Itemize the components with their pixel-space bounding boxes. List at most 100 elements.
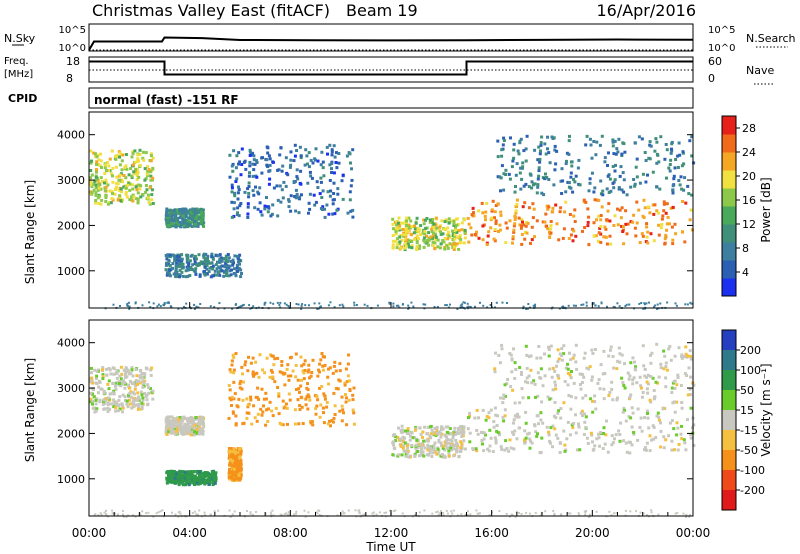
echo-cell <box>187 209 191 213</box>
echo-cell <box>653 203 657 207</box>
echo-cell <box>174 472 178 476</box>
echo-cell <box>232 454 236 458</box>
echo-cell <box>151 156 155 160</box>
echo-cell <box>242 380 245 384</box>
echo-cell <box>190 472 194 476</box>
echo-cell <box>169 429 173 433</box>
echo-cell <box>564 200 568 204</box>
echo-cell <box>554 203 558 207</box>
echo-cell <box>238 262 241 266</box>
echo-cell <box>617 346 621 350</box>
echo-cell <box>547 354 551 358</box>
echo-cell <box>151 176 155 180</box>
echo-cell <box>197 417 201 421</box>
echo-cell <box>120 372 124 376</box>
echo-cell <box>293 154 297 158</box>
echo-cell <box>663 354 667 358</box>
ground-scatter-cell <box>157 511 160 514</box>
echo-cell <box>169 477 173 481</box>
echo-cell <box>504 221 508 225</box>
echo-cell <box>164 268 168 272</box>
echo-cell <box>400 430 403 434</box>
ground-scatter-cell <box>293 513 296 516</box>
echo-cell <box>216 254 220 258</box>
echo-cell <box>541 421 545 425</box>
echo-cell <box>655 185 659 189</box>
echo-cell <box>618 360 622 364</box>
echo-cell <box>592 190 596 194</box>
echo-cell <box>536 158 540 162</box>
echo-cell <box>260 171 264 175</box>
echo-cell <box>122 381 126 385</box>
echo-cell <box>634 365 637 369</box>
x-tick-label: 12:00 <box>374 526 409 540</box>
echo-cell <box>583 226 587 229</box>
echo-cell <box>92 188 96 192</box>
echo-cell <box>129 390 133 394</box>
echo-cell <box>494 438 498 442</box>
ground-scatter-cell <box>534 511 537 514</box>
echo-cell <box>186 211 190 215</box>
ground-scatter-cell <box>295 510 298 513</box>
y-tick-label: 1000 <box>57 473 85 486</box>
echo-cell <box>210 252 214 256</box>
echo-cell <box>579 387 583 391</box>
echo-cell <box>459 237 463 241</box>
echo-cell <box>599 363 603 367</box>
y-tick-label: 1000 <box>57 265 85 278</box>
echo-cell <box>571 190 575 194</box>
echo-cell <box>207 270 211 273</box>
echo-cell <box>533 424 537 428</box>
echo-cell <box>328 163 332 167</box>
ground-scatter-cell <box>644 303 646 306</box>
echo-cell <box>248 164 252 168</box>
echo-cell <box>680 355 684 358</box>
echo-cell <box>574 431 578 435</box>
echo-cell <box>457 428 461 432</box>
echo-cell <box>611 398 615 402</box>
echo-cell <box>466 427 470 431</box>
ground-scatter-cell <box>528 512 531 515</box>
echo-cell <box>645 375 649 379</box>
echo-cell <box>516 149 520 153</box>
echo-cell <box>439 454 443 458</box>
echo-cell <box>391 222 395 226</box>
echo-cell <box>229 370 233 374</box>
echo-cell <box>351 408 355 412</box>
echo-cell <box>215 273 218 277</box>
ground-scatter-cell <box>295 512 298 515</box>
echo-cell <box>502 393 506 397</box>
echo-cell <box>511 235 515 239</box>
ground-scatter-cell <box>304 304 307 307</box>
echo-cell <box>199 213 203 217</box>
echo-cell <box>515 205 519 209</box>
echo-cell <box>322 411 325 415</box>
echo-cell <box>524 147 528 151</box>
echo-cell <box>183 417 187 420</box>
echo-cell <box>431 244 435 247</box>
echo-cell <box>531 216 535 220</box>
echo-cell <box>298 181 302 185</box>
echo-cell <box>541 220 545 224</box>
echo-cell <box>259 210 263 214</box>
ground-scatter-cell <box>100 513 103 516</box>
echo-cell <box>165 424 168 428</box>
echo-cell <box>203 265 207 269</box>
echo-cell <box>512 142 516 146</box>
echo-cell <box>545 204 549 208</box>
echo-cell <box>281 196 285 200</box>
echo-cell <box>302 362 306 366</box>
ground-scatter-cell <box>285 303 288 306</box>
echo-cell <box>282 406 286 410</box>
echo-cell <box>468 431 472 435</box>
echo-cell <box>500 447 504 451</box>
echo-cell <box>266 420 270 423</box>
echo-cell <box>224 254 228 258</box>
echo-cell <box>662 367 666 371</box>
echo-cell <box>281 423 285 427</box>
power-colorbar-frame <box>721 115 737 297</box>
echo-cell <box>403 436 406 440</box>
echo-cell <box>553 148 557 152</box>
echo-cell <box>308 192 312 196</box>
echo-cell <box>554 433 558 437</box>
